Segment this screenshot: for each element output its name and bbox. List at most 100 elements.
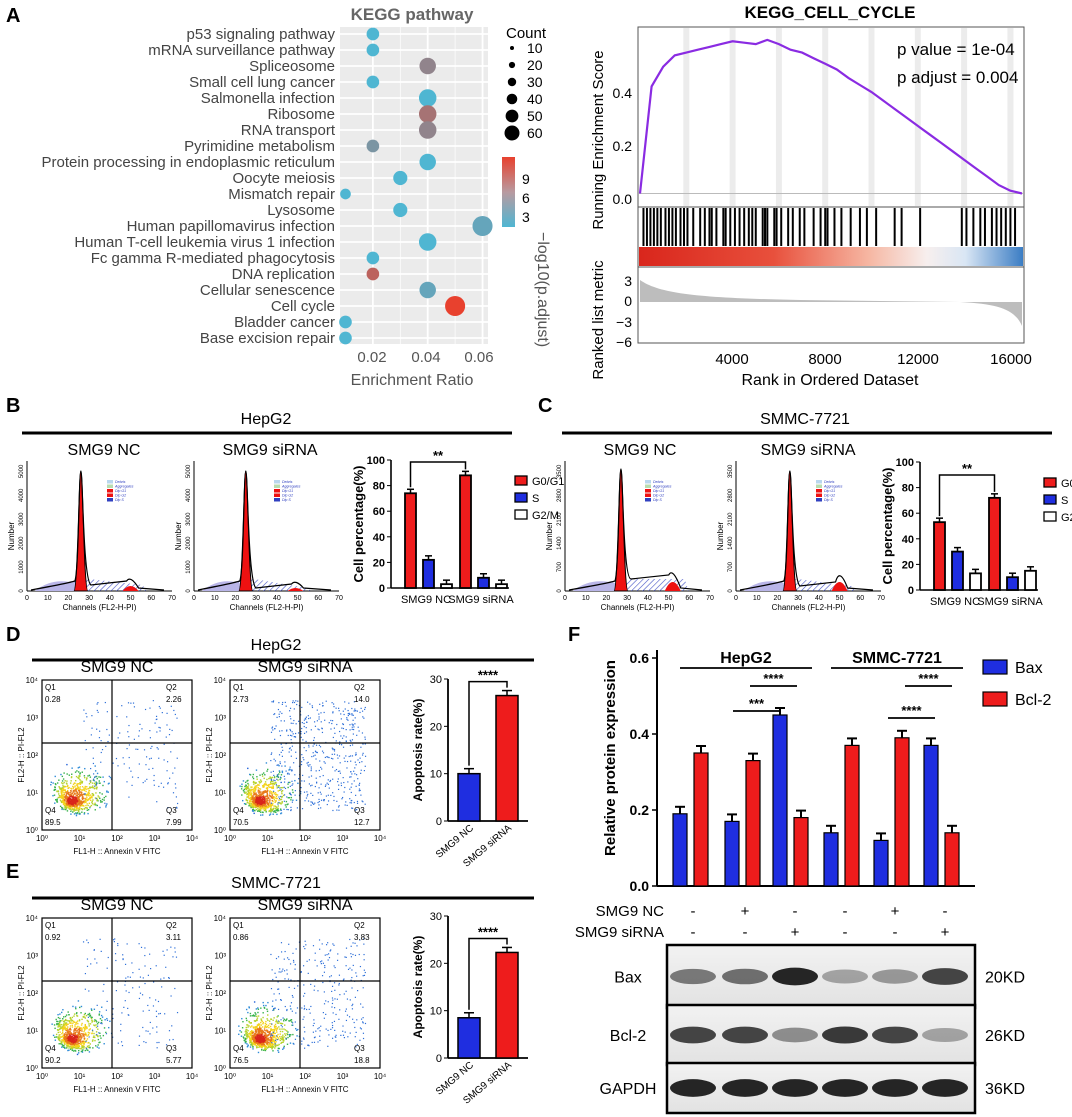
dot-event (335, 740, 337, 742)
dot-event (331, 720, 334, 722)
dot-event (281, 1035, 283, 1038)
dot-event (257, 1008, 260, 1010)
dot-event (89, 787, 91, 789)
dot-event (93, 949, 95, 951)
dot-event (96, 1033, 98, 1036)
dot-event (364, 803, 366, 805)
dot-event (254, 788, 257, 790)
dot-event (351, 773, 353, 775)
dot-event (158, 785, 160, 788)
dot-event (286, 729, 288, 731)
dot-event (260, 806, 263, 808)
dot-event (78, 807, 80, 809)
dot-event (273, 811, 275, 813)
gsea-hit-ticks (642, 208, 1017, 246)
dot-event (73, 801, 76, 803)
dot-event (269, 1043, 271, 1046)
dot-event (283, 781, 286, 783)
dot-event (69, 801, 72, 804)
dot-event (289, 766, 291, 768)
dot-event (142, 1010, 144, 1012)
dot-event (90, 963, 92, 965)
dot-event (53, 788, 56, 791)
dot-event (347, 709, 349, 712)
dot-event (325, 1028, 327, 1030)
dot-event (95, 1031, 98, 1033)
kegg-dots (339, 27, 493, 345)
dot-event (78, 1020, 81, 1022)
dot-event (244, 1042, 247, 1044)
dotplot-title: SMG9 siRNA (257, 659, 352, 676)
dot-event (63, 1023, 65, 1025)
dot-event (279, 802, 281, 804)
dot-event (273, 776, 276, 779)
gsea-vband-5 (914, 28, 921, 206)
dot-event (60, 795, 62, 798)
dot-event (172, 792, 175, 794)
dot-event (258, 793, 260, 795)
dot-event (66, 1044, 69, 1047)
dot-event (255, 1008, 258, 1010)
dot-event (287, 734, 289, 737)
dot-event (79, 1039, 82, 1041)
dot-event (86, 803, 88, 805)
dot-event (284, 787, 287, 790)
dot-event (159, 727, 161, 729)
dot-event (267, 799, 269, 802)
dot-event (91, 1009, 93, 1011)
dot-event (254, 790, 256, 793)
dot-event (258, 796, 260, 799)
dot-event (270, 807, 272, 810)
dot-ytick: 10¹ (26, 1027, 38, 1036)
dot-event (148, 758, 151, 760)
bar-legend-swatch (1043, 511, 1057, 522)
dot-event (281, 770, 284, 772)
dot-event (242, 1020, 244, 1023)
dot-event (295, 700, 297, 702)
dot-event (252, 801, 254, 803)
dot-event (273, 1017, 275, 1019)
gsea-metric-frame (637, 266, 1025, 344)
dot-event (63, 1026, 65, 1029)
dot-event (124, 1000, 126, 1002)
dot-event (301, 727, 303, 730)
dot-event (250, 799, 252, 801)
dot-event (251, 1025, 253, 1027)
dot-event (94, 1036, 96, 1039)
dot-event (268, 801, 271, 803)
dot-event (166, 724, 168, 726)
dot-event (293, 736, 295, 738)
hist-legend-swatch (816, 498, 822, 502)
dot-event (87, 1016, 90, 1018)
dot-event (348, 755, 350, 758)
dot-event (257, 1023, 260, 1026)
dot-event (364, 738, 366, 740)
dot-event (70, 1045, 72, 1047)
dot-event (301, 774, 304, 777)
dot-event (274, 801, 276, 804)
dot-event (269, 1045, 272, 1047)
dot-event (278, 1038, 280, 1040)
dot-event (70, 794, 73, 796)
dot-event (313, 739, 315, 741)
dot-event (311, 755, 313, 758)
dot-event (60, 801, 63, 804)
hist-legend-label: Dip S (115, 498, 124, 502)
dot-event (269, 799, 271, 802)
dot-xlabel: FL1-H :: Annexin V FITC (261, 847, 348, 856)
dot-event (95, 1024, 97, 1026)
dot-event (102, 990, 104, 992)
dot-event (315, 758, 317, 760)
dot-event (252, 808, 254, 811)
kegg-pathway-label: Base excision repair (200, 330, 335, 347)
dot-event (276, 809, 279, 811)
dot-event (300, 731, 302, 733)
dot-event (82, 1034, 85, 1037)
gsea-es-frame (637, 26, 1025, 208)
hist-xtick: 20 (774, 595, 782, 602)
dotplot-title: SMG9 siRNA (257, 897, 352, 914)
dot-event (289, 793, 291, 796)
dot-event (305, 716, 307, 718)
